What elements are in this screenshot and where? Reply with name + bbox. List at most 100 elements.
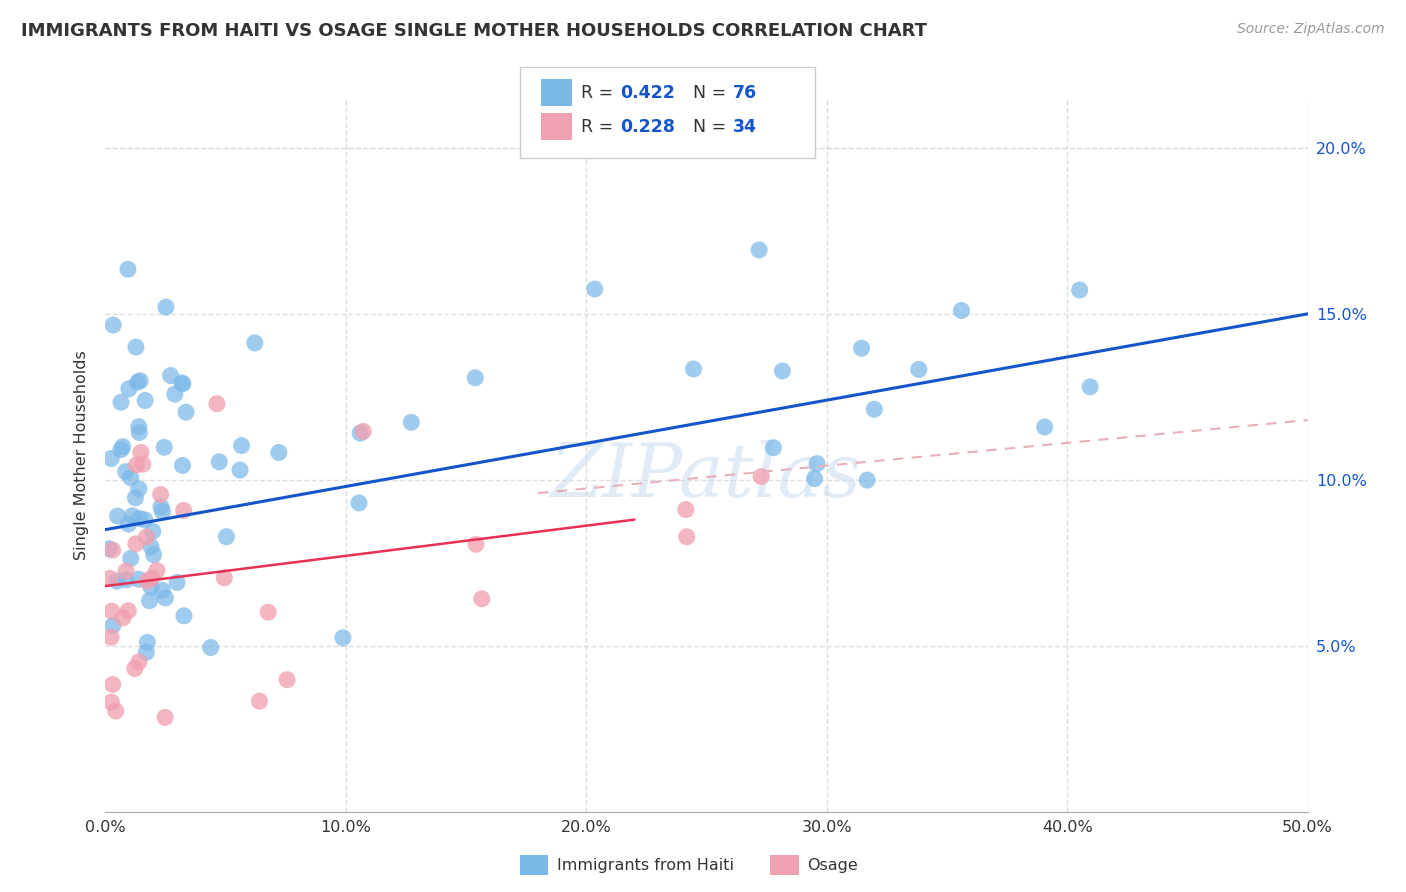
Point (128, 419, 150, 434)
Point (1078, 380, 1101, 394)
Point (166, 575, 188, 590)
Point (111, 440, 134, 454)
Y-axis label: Single Mother Households: Single Mother Households (73, 350, 89, 560)
Text: IMMIGRANTS FROM HAITI VS OSAGE SINGLE MOTHER HOUSEHOLDS CORRELATION CHART: IMMIGRANTS FROM HAITI VS OSAGE SINGLE MO… (21, 22, 927, 40)
Point (146, 564, 169, 578)
Point (1069, 283, 1091, 297)
Point (124, 662, 146, 676)
Point (155, 300, 177, 314)
Point (124, 491, 146, 505)
Point (114, 465, 136, 479)
Point (471, 591, 494, 606)
Point (117, 517, 139, 532)
Point (142, 548, 165, 562)
Point (117, 262, 139, 277)
Point (101, 318, 124, 332)
Point (231, 439, 253, 453)
Point (111, 611, 134, 625)
Point (205, 397, 228, 411)
Point (125, 458, 148, 472)
Point (675, 502, 697, 516)
Point (950, 303, 973, 318)
Point (128, 655, 150, 669)
Point (120, 551, 142, 566)
Point (139, 540, 162, 554)
Point (907, 362, 929, 376)
Point (749, 469, 772, 483)
Point (142, 524, 165, 539)
Point (682, 362, 704, 376)
Point (101, 543, 124, 558)
Point (1033, 420, 1056, 434)
Point (748, 243, 770, 257)
Point (100, 451, 122, 466)
Point (100, 630, 122, 644)
Point (128, 511, 150, 525)
Point (100, 695, 122, 709)
Text: R =: R = (581, 84, 619, 102)
Point (153, 440, 176, 454)
Point (101, 604, 124, 618)
Point (155, 591, 177, 605)
Point (125, 340, 148, 354)
Text: N =: N = (693, 118, 733, 136)
Text: Source: ZipAtlas.com: Source: ZipAtlas.com (1237, 22, 1385, 37)
Point (132, 457, 155, 471)
Point (134, 393, 156, 408)
Point (214, 571, 236, 585)
Point (229, 463, 252, 477)
Point (152, 504, 174, 518)
Point (101, 677, 124, 691)
Point (243, 335, 266, 350)
Point (249, 694, 271, 708)
Point (172, 376, 194, 391)
Point (128, 482, 150, 496)
Point (153, 710, 176, 724)
Point (149, 500, 172, 514)
Point (675, 530, 697, 544)
Point (125, 537, 148, 551)
Point (135, 530, 157, 544)
Point (347, 496, 370, 510)
Point (583, 282, 606, 296)
Point (135, 645, 157, 659)
Point (134, 513, 156, 527)
Text: 0.422: 0.422 (620, 84, 675, 102)
Point (349, 425, 371, 440)
Point (128, 425, 150, 440)
Point (863, 402, 886, 417)
Point (149, 487, 172, 501)
Point (803, 472, 825, 486)
Point (150, 583, 173, 598)
Point (851, 341, 873, 355)
Point (174, 405, 197, 419)
Point (110, 442, 132, 457)
Point (128, 572, 150, 586)
Point (208, 455, 231, 469)
Point (107, 509, 129, 524)
Point (332, 631, 354, 645)
Point (215, 530, 238, 544)
Point (806, 457, 828, 471)
Point (98, 541, 121, 556)
Point (138, 593, 160, 607)
Point (352, 425, 374, 439)
Text: 0.228: 0.228 (620, 118, 675, 136)
Point (173, 608, 195, 623)
Point (267, 445, 290, 459)
Point (170, 376, 193, 390)
Point (115, 573, 138, 587)
Point (121, 508, 143, 523)
Point (120, 470, 142, 484)
Point (173, 503, 195, 517)
Point (200, 640, 222, 655)
Point (136, 574, 159, 589)
Point (115, 564, 138, 578)
Point (127, 375, 149, 389)
Text: Immigrants from Haiti: Immigrants from Haiti (557, 858, 734, 872)
Point (465, 537, 488, 551)
Point (141, 571, 163, 585)
Point (762, 441, 785, 455)
Point (139, 580, 162, 594)
Point (856, 473, 879, 487)
